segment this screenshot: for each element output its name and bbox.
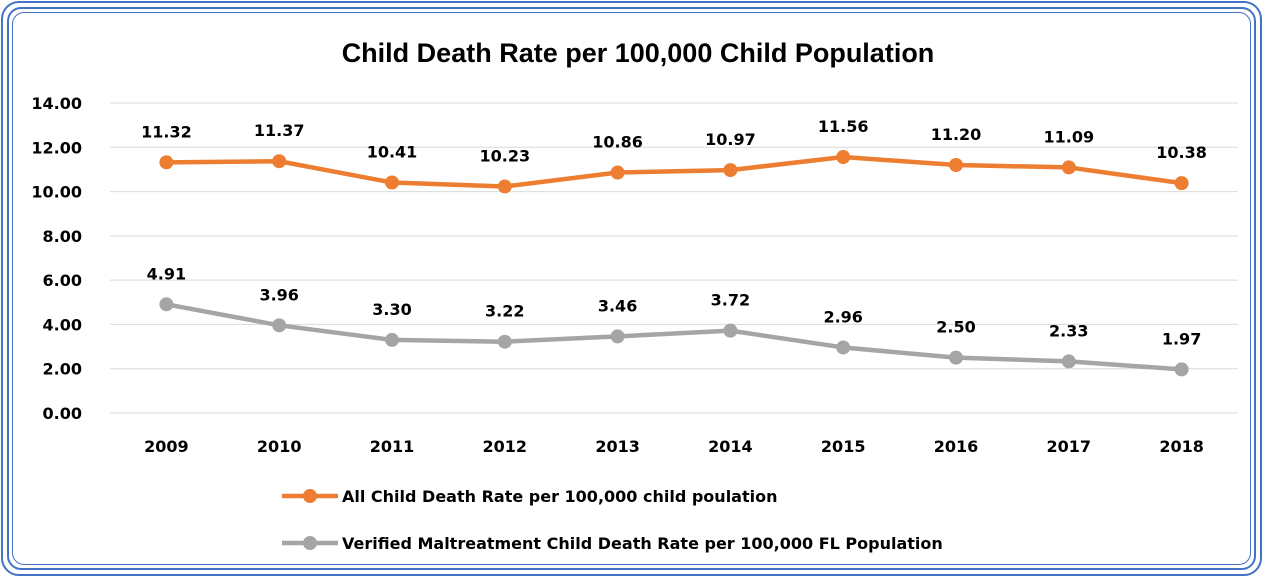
data-point xyxy=(610,329,625,344)
data-point xyxy=(159,297,174,312)
series-1: 11.32 11.37 10.41 10.23 10.86 10.97 11.56 11.20… xyxy=(141,117,1207,194)
data-point xyxy=(272,154,287,169)
gridlines xyxy=(110,102,1238,414)
x-tick-label: 2010 xyxy=(257,437,302,456)
data-point xyxy=(497,179,512,194)
data-label: 3.22 xyxy=(485,302,524,321)
y-tick-label: 14.00 xyxy=(31,94,82,113)
legend-item-1: All Child Death Rate per 100,000 child p… xyxy=(282,487,777,506)
legend: All Child Death Rate per 100,000 child p… xyxy=(282,487,943,553)
x-axis-ticks: 2009 2010 2011 2012 2013 2014 2015 2016 2017 2018 xyxy=(144,437,1204,456)
x-tick-label: 2011 xyxy=(370,437,415,456)
y-tick-label: 6.00 xyxy=(43,271,82,290)
data-label: 2.33 xyxy=(1049,321,1088,340)
x-tick-label: 2014 xyxy=(708,437,753,456)
y-tick-label: 10.00 xyxy=(31,183,82,202)
y-tick-label: 2.00 xyxy=(43,360,82,379)
data-point xyxy=(610,165,625,180)
data-point xyxy=(723,323,738,338)
legend-marker xyxy=(303,489,317,503)
data-label: 10.38 xyxy=(1156,143,1207,162)
data-label: 2.96 xyxy=(823,307,862,326)
legend-label: Verified Maltreatment Child Death Rate p… xyxy=(342,534,943,553)
chart-title: Child Death Rate per 100,000 Child Popul… xyxy=(342,38,935,68)
x-tick-label: 2015 xyxy=(821,437,866,456)
series-line xyxy=(164,302,1184,372)
data-point xyxy=(1174,362,1189,377)
data-point xyxy=(949,350,963,365)
y-tick-label: 4.00 xyxy=(43,315,82,334)
legend-label: All Child Death Rate per 100,000 child p… xyxy=(342,487,777,506)
data-label: 10.41 xyxy=(367,142,418,161)
data-label: 4.91 xyxy=(147,264,186,283)
data-label: 3.96 xyxy=(259,285,298,304)
data-label: 10.86 xyxy=(592,133,643,152)
data-point xyxy=(1174,176,1189,191)
data-label: 10.97 xyxy=(705,130,756,149)
data-point xyxy=(272,318,287,333)
data-label: 3.72 xyxy=(711,291,750,310)
data-point xyxy=(836,150,851,165)
data-point xyxy=(836,340,851,355)
data-label: 2.50 xyxy=(936,318,975,337)
x-tick-label: 2018 xyxy=(1159,437,1204,456)
y-tick-label: 12.00 xyxy=(31,138,82,157)
y-tick-label: 0.00 xyxy=(43,404,82,423)
data-label: 11.56 xyxy=(818,117,869,136)
legend-marker xyxy=(303,536,317,550)
data-point xyxy=(159,155,174,170)
x-tick-label: 2009 xyxy=(144,437,189,456)
data-label: 11.32 xyxy=(141,122,192,141)
x-tick-label: 2012 xyxy=(483,437,528,456)
x-tick-label: 2016 xyxy=(934,437,979,456)
chart-frame-inner xyxy=(7,7,1256,570)
legend-item-2: Verified Maltreatment Child Death Rate p… xyxy=(282,534,943,553)
data-label: 11.37 xyxy=(254,121,305,140)
data-label: 3.46 xyxy=(598,296,637,315)
x-tick-label: 2017 xyxy=(1047,437,1092,456)
data-label: 10.23 xyxy=(479,146,530,165)
y-axis-ticks: 0.00 2.00 4.00 6.00 8.00 10.00 12.00 14.00 xyxy=(31,94,82,423)
data-label: 11.09 xyxy=(1043,127,1094,146)
data-point xyxy=(497,334,512,349)
data-point xyxy=(949,158,963,172)
data-label: 11.20 xyxy=(931,125,982,144)
chart-frame-inner-line xyxy=(12,12,1251,565)
data-point xyxy=(385,175,399,190)
data-point xyxy=(723,163,738,178)
data-point xyxy=(385,332,399,347)
data-label: 3.30 xyxy=(372,300,411,319)
x-tick-label: 2013 xyxy=(595,437,640,456)
data-point xyxy=(1061,354,1076,369)
y-tick-label: 8.00 xyxy=(43,227,82,246)
series-group: 11.32 11.37 10.41 10.23 10.86 10.97 11.56 11.20… xyxy=(141,117,1207,377)
data-label: 1.97 xyxy=(1162,329,1201,348)
series-line xyxy=(164,154,1184,189)
data-point xyxy=(1061,160,1076,175)
series-2: 4.91 3.96 3.30 3.22 3.46 3.72 2.96 2.50 2.33 1.97 xyxy=(147,264,1201,377)
